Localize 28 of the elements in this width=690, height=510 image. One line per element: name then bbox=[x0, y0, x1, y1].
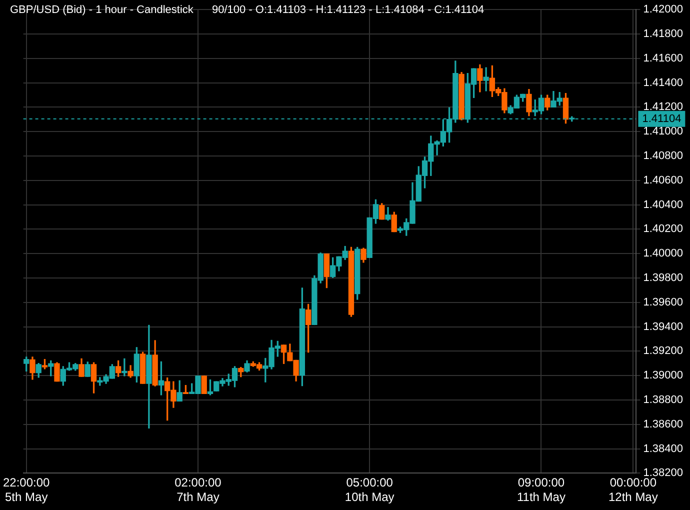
y-tick-label: 1.38600 bbox=[643, 418, 684, 430]
x-tick-label: 02:00:00 7th May bbox=[174, 476, 222, 504]
candlestick bbox=[122, 358, 128, 376]
chart-title: GBP/USD (Bid) - 1 hour - Candlestick bbox=[10, 4, 194, 16]
y-tick-label: 1.41600 bbox=[643, 52, 684, 64]
y-tick-label: 1.39000 bbox=[643, 370, 684, 382]
y-tick-label: 1.42000 bbox=[643, 4, 684, 16]
y-tick-label: 1.38400 bbox=[643, 442, 684, 455]
y-tick-label: 1.41400 bbox=[643, 76, 684, 89]
x-tick-label: 22:00:00 5th May bbox=[2, 476, 50, 504]
chart-subtitle: 90/100 - O:1.41103 - H:1.41123 - L:1.41084 - C:1.41104 bbox=[212, 4, 484, 16]
y-tick-label: 1.40200 bbox=[643, 223, 684, 236]
y-tick-label: 1.40000 bbox=[643, 248, 684, 260]
y-tick-label: 1.40400 bbox=[643, 198, 684, 211]
y-tick-label: 1.41800 bbox=[643, 28, 684, 40]
y-tick-label: 1.41000 bbox=[643, 126, 684, 138]
y-tick-label: 1.40600 bbox=[643, 174, 684, 186]
x-tick-label: 09:00:00 11th May bbox=[516, 476, 566, 504]
y-tick-label: 1.38800 bbox=[643, 394, 684, 406]
y-tick-label: 1.40800 bbox=[643, 150, 684, 162]
y-tick-label: 1.41200 bbox=[643, 101, 684, 114]
ref-line-label: 1.41104 bbox=[642, 112, 682, 125]
x-tick-label: 05:00:00 10th May bbox=[344, 476, 394, 504]
y-tick-label: 1.39400 bbox=[643, 320, 684, 333]
y-tick-label: 1.39800 bbox=[643, 272, 684, 284]
y-tick-label: 1.39200 bbox=[643, 345, 684, 358]
y-tick-label: 1.39600 bbox=[643, 296, 684, 308]
candlestick bbox=[483, 67, 489, 92]
